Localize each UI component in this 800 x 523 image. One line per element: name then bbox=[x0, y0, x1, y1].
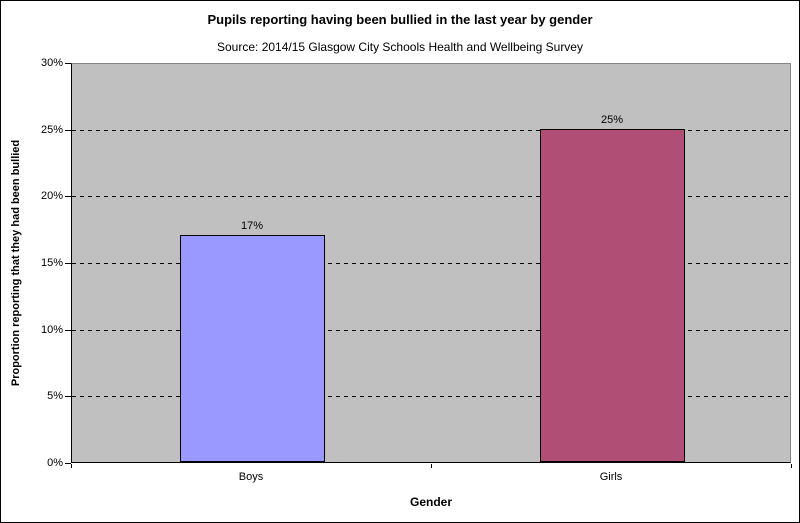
category-label: Girls bbox=[599, 471, 623, 483]
gridline bbox=[72, 396, 790, 398]
y-tick-mark bbox=[65, 196, 71, 197]
bar-boys bbox=[180, 235, 325, 462]
y-tick-label: 5% bbox=[47, 390, 63, 402]
bar-girls bbox=[540, 129, 685, 462]
y-tick-label: 20% bbox=[40, 190, 63, 202]
chart-subtitle: Source: 2014/15 Glasgow City Schools Hea… bbox=[217, 40, 583, 54]
chart-title: Pupils reporting having been bullied in … bbox=[207, 12, 593, 27]
gridline bbox=[72, 263, 790, 264]
x-tick-mark bbox=[431, 464, 432, 468]
x-tick-mark bbox=[791, 464, 792, 468]
y-tick-mark bbox=[65, 330, 71, 331]
x-axis-title: Gender bbox=[409, 495, 452, 509]
y-tick-mark bbox=[65, 263, 71, 264]
bar-value-label: 25% bbox=[600, 114, 624, 126]
y-tick-label: 0% bbox=[47, 457, 63, 469]
bar-value-label: 17% bbox=[240, 220, 264, 232]
y-tick-label: 10% bbox=[40, 324, 63, 336]
y-tick-label: 15% bbox=[40, 257, 63, 269]
gridline bbox=[72, 129, 790, 131]
gridline bbox=[72, 196, 790, 198]
y-tick-mark bbox=[65, 63, 71, 64]
y-tick-mark bbox=[65, 463, 71, 464]
gridline bbox=[72, 329, 790, 331]
y-tick-label: 30% bbox=[40, 57, 63, 69]
y-tick-mark bbox=[65, 396, 71, 397]
x-tick-mark bbox=[71, 464, 72, 468]
plot-area: 17% 25% bbox=[71, 63, 791, 463]
category-label: Boys bbox=[238, 471, 264, 483]
y-tick-mark bbox=[65, 130, 71, 131]
y-tick-label: 25% bbox=[40, 124, 63, 136]
